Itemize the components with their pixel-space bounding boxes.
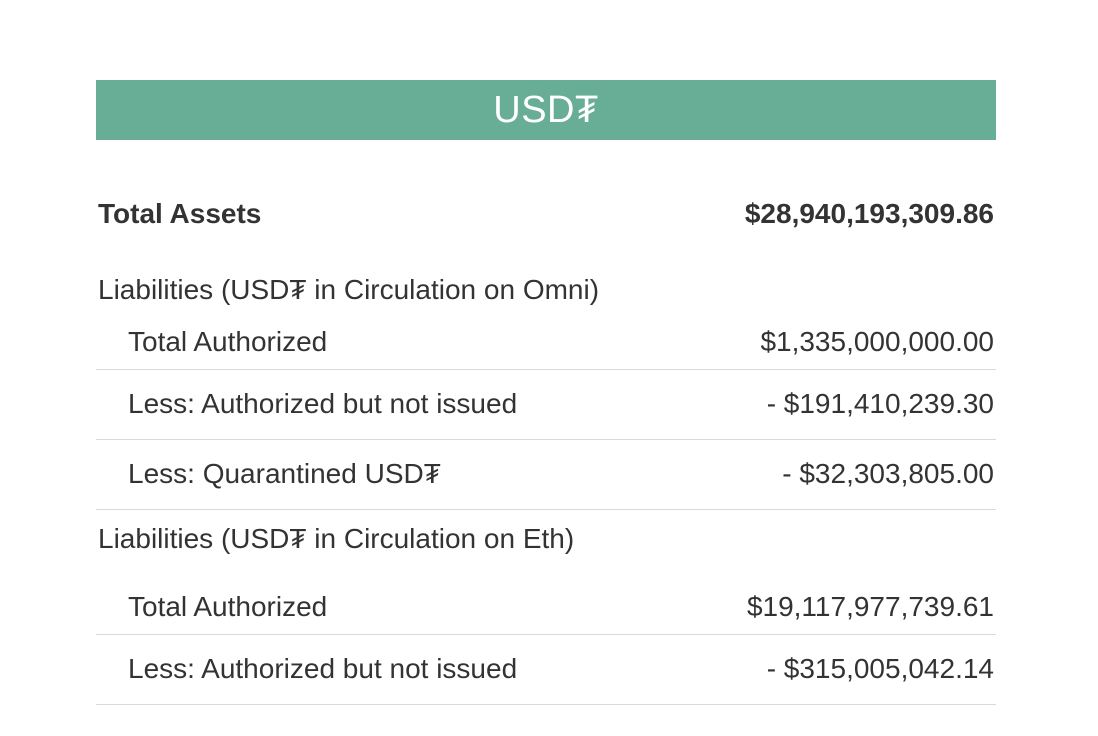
- eth-authorized-not-issued-row: Less: Authorized but not issued - $315,0…: [96, 634, 996, 704]
- row-label: Total Authorized: [128, 591, 328, 622]
- row-label: Total Authorized: [128, 326, 328, 357]
- row-label: Less: Authorized but not issued: [128, 652, 518, 684]
- row-value: - $191,410,239.30: [766, 387, 994, 419]
- row-label: Less: Quarantined USD₮: [128, 457, 441, 489]
- usdt-banner: USD₮: [96, 80, 996, 140]
- omni-quarantined-row: Less: Quarantined USD₮ - $32,303,805.00: [96, 439, 996, 509]
- table-bottom-divider: [96, 704, 996, 705]
- omni-total-authorized-row: Total Authorized $1,335,000,000.00: [96, 315, 996, 369]
- total-assets-value: $28,940,193,309.86: [744, 198, 994, 229]
- row-value: $19,117,977,739.61: [746, 591, 994, 622]
- row-label: Less: Authorized but not issued: [128, 387, 518, 419]
- row-value: - $32,303,805.00: [782, 457, 994, 489]
- row-value: - $315,005,042.14: [766, 652, 994, 684]
- omni-authorized-not-issued-row: Less: Authorized but not issued - $191,4…: [96, 369, 996, 439]
- transparency-report: USD₮ Total Assets $28,940,193,309.86 Lia…: [96, 80, 996, 705]
- section-divider: [96, 509, 996, 510]
- banner-title: USD₮: [493, 88, 599, 131]
- omni-liabilities-heading: Liabilities (USD₮ in Circulation on Omni…: [98, 274, 600, 305]
- eth-total-authorized-row: Total Authorized $19,117,977,739.61: [96, 580, 996, 634]
- total-assets-row: Total Assets $28,940,193,309.86: [96, 196, 996, 232]
- row-value: $1,335,000,000.00: [760, 326, 994, 357]
- eth-liabilities-heading: Liabilities (USD₮ in Circulation on Eth): [98, 523, 575, 554]
- total-assets-label: Total Assets: [98, 198, 262, 229]
